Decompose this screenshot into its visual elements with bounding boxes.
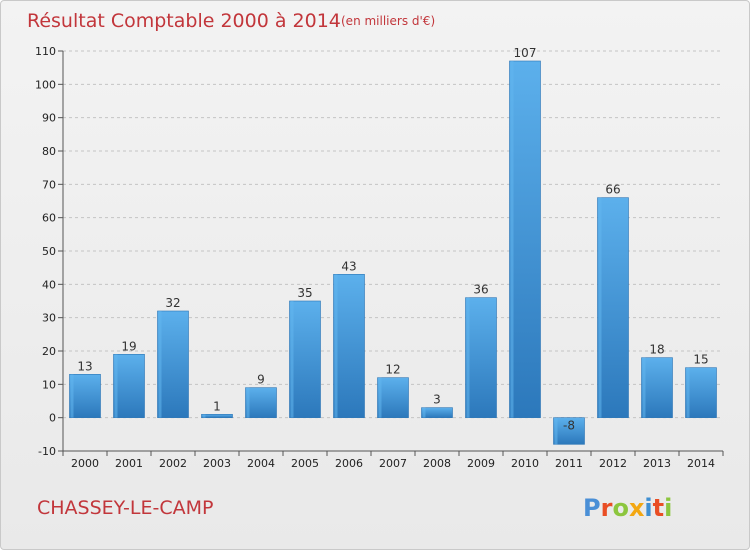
bar-2014	[685, 367, 717, 418]
logo-letter: o	[612, 494, 629, 522]
x-tick-label-2000: 2000	[71, 457, 99, 470]
bar-2009	[465, 297, 497, 418]
data-label-2010: 107	[514, 46, 537, 60]
y-tick-label: 90	[42, 112, 56, 125]
x-tick-label-2009: 2009	[467, 457, 495, 470]
data-label-2001: 19	[121, 339, 136, 353]
data-label-2003: 1	[213, 399, 221, 413]
x-tick-label-2006: 2006	[335, 457, 363, 470]
bar-highlight	[246, 387, 250, 418]
bar-2012	[597, 197, 629, 418]
data-label-2014: 15	[693, 353, 708, 367]
bar-highlight	[202, 414, 206, 418]
bar-2000	[69, 374, 101, 418]
bar-2007	[377, 377, 409, 418]
data-label-2002: 32	[165, 296, 180, 310]
x-tick-label-2007: 2007	[379, 457, 407, 470]
bar-highlight	[334, 274, 338, 418]
bar-2013	[641, 357, 673, 418]
bar-2006	[333, 274, 365, 418]
data-label-2009: 36	[473, 283, 488, 297]
x-tick-label-2004: 2004	[247, 457, 275, 470]
chart-title: Résultat Comptable 2000 à 2014	[27, 10, 341, 32]
bar-highlight	[510, 61, 514, 418]
data-label-2013: 18	[649, 343, 664, 357]
x-tick-label-2003: 2003	[203, 457, 231, 470]
bar-highlight	[378, 377, 382, 418]
bar-highlight	[598, 197, 602, 418]
y-tick-label: 0	[49, 412, 56, 425]
bar-highlight	[642, 357, 646, 418]
bar-highlight	[554, 417, 558, 445]
y-tick-label: 30	[42, 312, 56, 325]
y-tick-label: 40	[42, 278, 56, 291]
commune-name: CHASSEY-LE-CAMP	[37, 497, 213, 519]
x-tick-label-2002: 2002	[159, 457, 187, 470]
y-tick-label: 110	[35, 45, 56, 58]
y-axis: -10 0 10 20 30 40 50 60 70 80 90 100 110	[35, 45, 64, 458]
y-tick-label: 80	[42, 145, 56, 158]
x-tick-label-2013: 2013	[643, 457, 671, 470]
logo-letter: x	[629, 494, 645, 522]
bar-2004	[245, 387, 277, 418]
bar-2001	[113, 354, 145, 418]
x-tick-label-2005: 2005	[291, 457, 319, 470]
data-label-2004: 9	[257, 373, 265, 387]
logo-letter: i	[664, 494, 672, 522]
bar-highlight	[290, 301, 294, 418]
data-label-2008: 3	[433, 393, 441, 407]
data-label-2005: 35	[297, 286, 312, 300]
bar-2010	[509, 60, 541, 418]
bar-2008	[421, 407, 453, 418]
bar-highlight	[686, 367, 690, 418]
x-tick-label-2012: 2012	[599, 457, 627, 470]
y-tick-label: 100	[35, 78, 56, 91]
bar-highlight	[466, 297, 470, 418]
bar-2002	[157, 310, 189, 418]
bar-highlight	[70, 374, 74, 418]
x-tick-label-2001: 2001	[115, 457, 143, 470]
data-label-2011: -8	[563, 419, 575, 433]
logo-letter: P	[583, 494, 601, 522]
x-tick-label-2011: 2011	[555, 457, 583, 470]
y-tick-label: 60	[42, 212, 56, 225]
data-label-2000: 13	[77, 359, 92, 373]
y-tick-label: 10	[42, 378, 56, 391]
bar-2011	[553, 417, 585, 445]
y-tick-label: 70	[42, 178, 56, 191]
bar-2003	[201, 414, 233, 418]
data-label-2012: 66	[605, 183, 620, 197]
y-tick-label: 20	[42, 345, 56, 358]
proxiti-logo[interactable]: Proxiti	[583, 494, 672, 522]
bars	[69, 60, 717, 445]
x-axis: 2000 2001 2002 2003 2004 2005 2006 2007 2008 2009…	[62, 450, 724, 470]
logo-letter: r	[601, 494, 613, 522]
x-tick-label-2014: 2014	[687, 457, 715, 470]
y-tick-label: 50	[42, 245, 56, 258]
bar-2005	[289, 300, 321, 418]
data-label-2006: 43	[341, 259, 356, 273]
logo-letter: i	[644, 494, 652, 522]
x-tick-label-2010: 2010	[511, 457, 539, 470]
x-tick-label-2008: 2008	[423, 457, 451, 470]
data-label-2007: 12	[385, 363, 400, 377]
bar-highlight	[422, 407, 426, 418]
bar-highlight	[114, 354, 118, 418]
y-tick-label: -10	[38, 445, 56, 458]
bar-highlight	[158, 311, 162, 418]
logo-letter: t	[653, 494, 664, 522]
chart-subtitle: (en milliers d'€)	[341, 14, 435, 28]
